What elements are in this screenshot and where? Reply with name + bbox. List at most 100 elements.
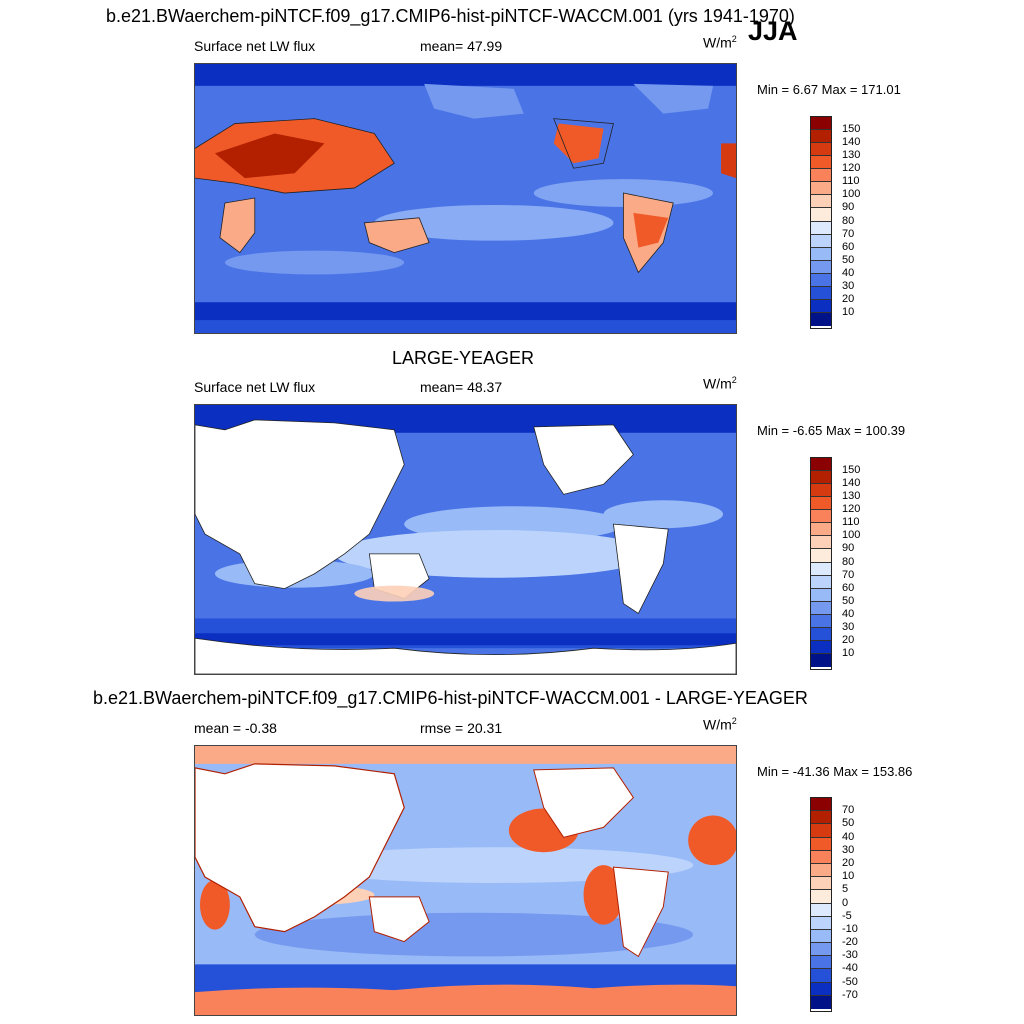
panel2-mean: mean= 48.37 [420,379,503,395]
colorbar-tick-label: 5 [842,883,849,896]
panel2-minmax: Min = -6.65 Max = 100.39 [757,423,906,438]
colorbar-swatch [811,640,831,654]
colorbar-swatch [811,286,831,300]
colorbar-tick-label: 50 [842,253,855,266]
season-label: JJA [748,16,798,46]
colorbar-swatch [811,471,831,485]
colorbar-swatch [811,877,831,891]
colorbar-tick-label: 70 [842,227,855,240]
colorbar-tick-label: 60 [842,240,855,253]
colorbar-swatch [811,653,831,667]
colorbar-swatch [811,956,831,970]
panel2-map [194,404,737,675]
colorbar-swatch [811,575,831,589]
colorbar-tick-label: -30 [842,949,858,962]
colorbar-tick-label: 110 [842,175,860,188]
panel1-map [194,63,737,334]
colorbar-tick-label: 90 [842,201,855,214]
colorbar-swatch [811,312,831,326]
colorbar-swatch [811,247,831,261]
panel3-map [194,745,737,1016]
colorbar-swatch [811,798,831,812]
colorbar-tick-label: 30 [842,279,855,292]
colorbar-swatch [811,208,831,222]
colorbar-tick-label: 150 [842,464,861,477]
colorbar-swatch [811,234,831,248]
colorbar-tick-label: -70 [842,988,858,1001]
panel3-colorbar [810,797,832,1012]
colorbar-tick-label: 60 [842,581,855,594]
colorbar-tick-label: 140 [842,136,861,149]
colorbar-tick-label: 10 [842,870,855,883]
colorbar-tick-label: 50 [842,817,855,830]
colorbar-swatch [811,195,831,209]
colorbar-swatch [811,260,831,274]
colorbar-swatch [811,969,831,983]
colorbar-tick-label: -40 [842,962,858,975]
colorbar-tick-label: 90 [842,542,855,555]
panel3-mean: mean = -0.38 [194,720,277,736]
colorbar-swatch [811,995,831,1009]
colorbar-swatch [811,549,831,563]
colorbar-swatch [811,588,831,602]
colorbar-swatch [811,601,831,615]
colorbar-tick-label: -20 [842,936,858,949]
panel3-heading: b.e21.BWaerchem-piNTCF.f09_g17.CMIP6-his… [93,688,808,708]
colorbar-swatch [811,903,831,917]
colorbar-tick-label: 50 [842,594,855,607]
colorbar-swatch [811,299,831,313]
colorbar-tick-label: -50 [842,975,858,988]
colorbar-swatch [811,811,831,825]
colorbar-tick-label: 30 [842,843,855,856]
colorbar-tick-label: 10 [842,646,855,659]
panel1-colorbar [810,116,832,329]
colorbar-swatch [811,117,831,131]
colorbar-tick-label: 20 [842,856,855,869]
colorbar-swatch [811,510,831,524]
colorbar-tick-label: 40 [842,607,855,620]
colorbar-tick-label: 120 [842,503,861,516]
colorbar-tick-label: 40 [842,830,855,843]
colorbar-swatch [811,627,831,641]
colorbar-tick-label: 100 [842,529,861,542]
colorbar-swatch [811,943,831,957]
colorbar-tick-label: 130 [842,149,861,162]
colorbar-swatch [811,484,831,498]
colorbar-tick-label: 20 [842,633,855,646]
colorbar-tick-label: 40 [842,266,855,279]
colorbar-swatch [811,221,831,235]
colorbar-swatch [811,824,831,838]
colorbar-swatch [811,837,831,851]
colorbar-swatch [811,273,831,287]
colorbar-tick-label: 70 [842,568,855,581]
colorbar-swatch [811,916,831,930]
panel1-units: W/m2 [703,34,737,51]
colorbar-swatch [811,497,831,511]
colorbar-swatch [811,562,831,576]
colorbar-tick-label: 80 [842,214,855,227]
colorbar-tick-label: 80 [842,555,855,568]
panel3-rmse: rmse = 20.31 [420,720,503,736]
colorbar-tick-label: 110 [842,516,860,529]
panel3-minmax: Min = -41.36 Max = 153.86 [757,764,913,779]
colorbar-swatch [811,130,831,144]
colorbar-swatch [811,863,831,878]
colorbar-tick-label: -5 [842,909,852,922]
panel2-colorbar [810,457,832,670]
colorbar-tick-label: -10 [842,922,858,935]
panel1-variable: Surface net LW flux [194,38,316,54]
colorbar-swatch [811,890,831,904]
colorbar-tick-label: 70 [842,804,855,817]
colorbar-swatch [811,169,831,183]
panel3-units: W/m2 [703,716,737,733]
colorbar-swatch [811,929,831,944]
panel2-units: W/m2 [703,375,737,392]
panel2-heading: LARGE-YEAGER [392,348,535,368]
colorbar-tick-label: 150 [842,123,861,136]
colorbar-tick-label: 100 [842,188,861,201]
colorbar-swatch [811,182,831,196]
colorbar-tick-label: 20 [842,292,855,305]
colorbar-tick-label: 140 [842,477,861,490]
colorbar-tick-label: 120 [842,162,861,175]
colorbar-swatch [811,458,831,472]
